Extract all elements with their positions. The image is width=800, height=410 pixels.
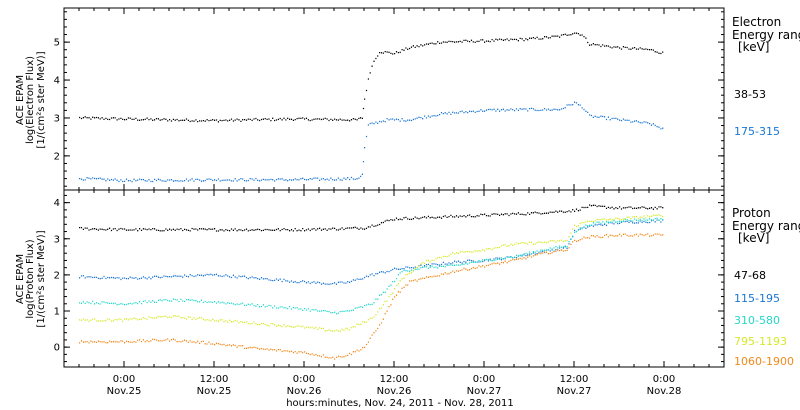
x-tick-label-date: Nov.25 bbox=[197, 386, 232, 397]
x-tick-label-date: Nov.26 bbox=[287, 386, 322, 397]
x-tick-label-date: Nov.28 bbox=[647, 386, 682, 397]
proton-legend-entry: 115-195 bbox=[734, 292, 780, 305]
electron-ylabel-line3: [1/(cm²s ster MeV)] bbox=[36, 51, 47, 148]
x-axis-title: hours:minutes, Nov. 24, 2011 - Nov. 28, … bbox=[286, 398, 514, 409]
series-795-1193 bbox=[79, 214, 664, 332]
y-tick-label: 1 bbox=[54, 307, 60, 318]
proton-legend-entry: 795-1193 bbox=[734, 335, 787, 348]
series-38-53 bbox=[79, 32, 664, 123]
series-1060-1900 bbox=[79, 233, 664, 360]
x-tick-label-time: 12:00 bbox=[560, 374, 589, 385]
proton-legend-entry: 310-580 bbox=[734, 314, 780, 327]
proton-legend-entry: 47-68 bbox=[734, 269, 766, 282]
proton-ylabel-line3: [1/(cm²s ster MeV)] bbox=[36, 230, 47, 327]
x-tick-label-date: Nov.25 bbox=[107, 386, 142, 397]
series-310-580 bbox=[79, 217, 664, 315]
x-tick-label-date: Nov.27 bbox=[467, 386, 502, 397]
x-tick-label-time: 0:00 bbox=[113, 374, 135, 385]
x-tick-label-date: Nov.26 bbox=[377, 386, 412, 397]
proton-ylabel-line1: ACE EPAM bbox=[15, 254, 26, 304]
y-tick-label: 0 bbox=[54, 343, 60, 354]
x-tick-label-time: 12:00 bbox=[380, 374, 409, 385]
electron-legend-title-line2: Energy range bbox=[732, 28, 800, 42]
y-tick-label: 4 bbox=[54, 198, 60, 209]
y-tick-label: 4 bbox=[54, 76, 60, 87]
series-47-68 bbox=[79, 204, 664, 232]
x-tick-label-time: 0:00 bbox=[473, 374, 495, 385]
electron-ylabel-line1: ACE EPAM bbox=[15, 75, 26, 125]
series-115-195 bbox=[79, 219, 664, 285]
y-tick-label: 3 bbox=[54, 234, 60, 245]
proton-legend-title-line3: [keV] bbox=[738, 231, 769, 245]
electron-legend-title-line3: [keV] bbox=[738, 40, 769, 54]
electron-panel-frame bbox=[63, 7, 725, 191]
series-175-315 bbox=[79, 101, 664, 183]
electron-legend-entry: 175-315 bbox=[734, 125, 780, 138]
x-tick-label-time: 0:00 bbox=[293, 374, 315, 385]
electron-legend-title-line1: Electron bbox=[732, 15, 781, 29]
proton-ylabel-line2: log(Proton Flux) bbox=[25, 239, 36, 318]
proton-panel-frame bbox=[63, 189, 725, 368]
y-tick-label: 5 bbox=[54, 38, 60, 49]
electron-ylabel-line2: log(Electron Flux) bbox=[25, 56, 36, 144]
y-tick-label: 2 bbox=[54, 151, 60, 162]
chart-marks: 0:00Nov.2512:00Nov.250:00Nov.2612:00Nov.… bbox=[54, 8, 724, 397]
proton-legend-entry: 1060-1900 bbox=[734, 355, 794, 368]
proton-legend-title-line1: Proton bbox=[732, 206, 771, 220]
x-tick-label-date: Nov.27 bbox=[557, 386, 592, 397]
electron-legend-entry: 38-53 bbox=[734, 88, 766, 101]
y-tick-label: 3 bbox=[54, 113, 60, 124]
x-tick-label-time: 0:00 bbox=[653, 374, 675, 385]
proton-legend-title-line2: Energy range bbox=[732, 219, 800, 233]
x-tick-label-time: 12:00 bbox=[200, 374, 229, 385]
y-tick-label: 2 bbox=[54, 270, 60, 281]
